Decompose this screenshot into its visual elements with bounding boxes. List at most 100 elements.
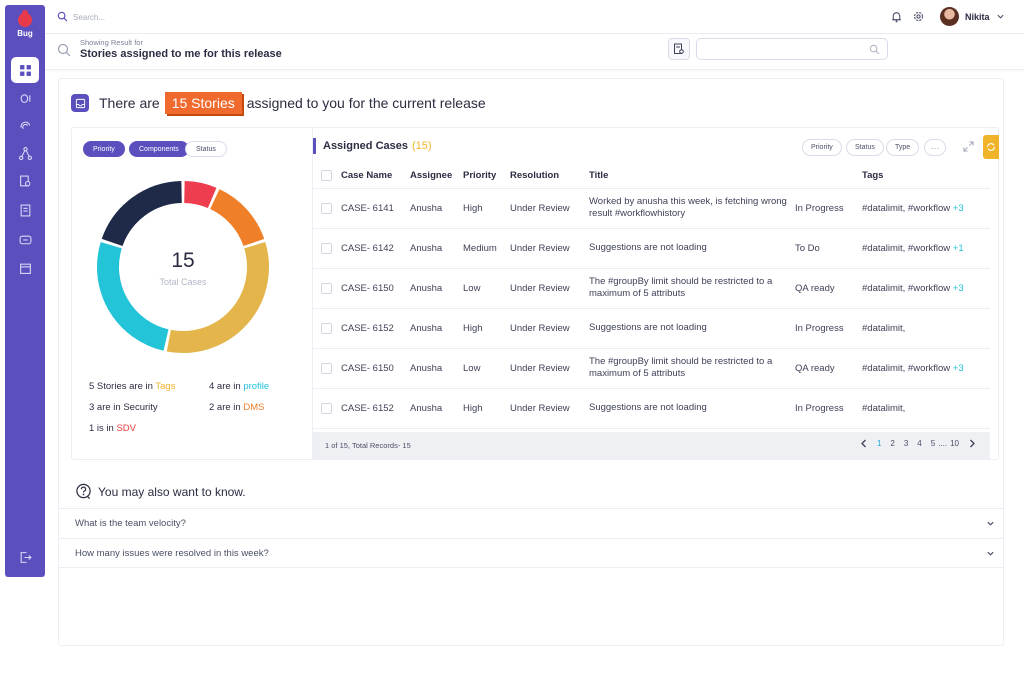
case-title[interactable]: Worked by anusha this week, is fetching … <box>589 188 795 229</box>
filter-chip-priority[interactable]: Priority <box>83 141 125 157</box>
filter-pill-priority[interactable]: Priority <box>802 139 842 156</box>
filter-chip-status[interactable]: Status <box>185 141 227 157</box>
tag-more-count[interactable]: +3 <box>952 282 964 294</box>
case-name[interactable]: CASE- 6150 <box>341 268 410 309</box>
col-title[interactable]: Title <box>589 164 795 189</box>
sidebar-item-notes[interactable] <box>11 197 39 223</box>
col-assignee[interactable]: Assignee <box>410 164 463 189</box>
cases-panel: Priority Components Status 15 Total Case… <box>71 127 999 460</box>
table-footer: 1 of 15, Total Records- 15 1 2 3 4 5.... 10 <box>313 432 990 459</box>
row-checkbox[interactable] <box>321 282 332 294</box>
donut-segment-profile[interactable] <box>97 242 169 351</box>
tag-more-count[interactable]: +3 <box>952 202 964 214</box>
col-resolution[interactable]: Resolution <box>510 164 589 189</box>
assigned-cases-panel: Assigned Cases (15) Priority Status Type… <box>313 128 1000 459</box>
tag-more-count[interactable]: +3 <box>952 362 964 374</box>
user-name[interactable]: Nikita <box>965 12 990 22</box>
filter-chip-components[interactable]: Components <box>129 141 189 157</box>
col-priority[interactable]: Priority <box>463 164 510 189</box>
sidebar: Bug <box>5 5 45 577</box>
expand-icon[interactable] <box>963 141 974 152</box>
faq-item[interactable]: How many issues were resolved in this we… <box>59 538 1003 568</box>
chevron-down-icon[interactable] <box>986 549 995 558</box>
app-logo[interactable]: Bug <box>5 10 45 38</box>
donut-segment-sdv[interactable] <box>183 181 217 209</box>
page-link[interactable]: 3 <box>903 439 909 448</box>
donut-segment-security[interactable] <box>101 181 183 247</box>
case-title[interactable]: The #groupBy limit should be restricted … <box>589 348 795 389</box>
case-name[interactable]: CASE- 6150 <box>341 348 410 389</box>
priority: High <box>463 188 510 229</box>
tag-list: #datalimit, <box>862 402 906 414</box>
filter-pill-type[interactable]: Type <box>886 139 920 156</box>
notification-bell-icon[interactable] <box>890 10 903 23</box>
priority: Low <box>463 268 510 309</box>
sidebar-item-logout[interactable] <box>11 544 39 570</box>
stat-profile: 4 are in profile <box>209 381 269 392</box>
stat-security: 3 are in Security <box>89 402 158 413</box>
case-title[interactable]: Suggestions are not loading <box>589 308 795 349</box>
user-avatar[interactable] <box>940 7 959 26</box>
col-case-name[interactable]: Case Name <box>341 164 410 189</box>
table-row[interactable]: CASE- 6150 Anusha Low Under Review The #grou… <box>313 268 990 309</box>
page-link[interactable]: 10 <box>950 439 959 448</box>
row-checkbox[interactable] <box>321 322 332 334</box>
case-name[interactable]: CASE- 6152 <box>341 308 410 349</box>
sidebar-item-chat[interactable] <box>11 227 39 253</box>
faq-item[interactable]: What is the team velocity? <box>59 508 1003 538</box>
document-button[interactable] <box>668 38 690 60</box>
chevron-left-icon[interactable] <box>860 439 868 448</box>
case-title[interactable]: The #groupBy limit should be restricted … <box>589 268 795 309</box>
chevron-down-icon[interactable] <box>996 12 1005 21</box>
sidebar-item-dashboard[interactable] <box>11 57 39 83</box>
table-row[interactable]: CASE- 6152 Anusha High Under Review Suggesti… <box>313 388 990 429</box>
global-search-input[interactable] <box>73 9 373 25</box>
refresh-button[interactable] <box>983 135 999 159</box>
headline-text-before: There are <box>99 95 160 111</box>
more-options-button[interactable]: ··· <box>924 139 946 156</box>
row-checkbox[interactable] <box>321 242 332 254</box>
app-name: Bug <box>17 29 33 38</box>
case-name[interactable]: CASE- 6141 <box>341 188 410 229</box>
result-title: Stories assigned to me for this release <box>80 48 282 60</box>
gear-icon[interactable] <box>912 10 925 23</box>
case-title[interactable]: Suggestions are not loading <box>589 228 795 269</box>
chevron-right-icon[interactable] <box>968 439 976 448</box>
case-name[interactable]: CASE- 6142 <box>341 228 410 269</box>
filter-pill-status[interactable]: Status <box>846 139 884 156</box>
donut-segment-dms[interactable] <box>209 189 265 247</box>
sidebar-item-search-docs[interactable] <box>11 168 39 194</box>
stat-prefix: 5 Stories are in <box>89 381 153 392</box>
donut-segment-tags[interactable] <box>166 242 269 353</box>
row-checkbox[interactable] <box>321 202 332 214</box>
tags: #datalimit, #workflow +3 <box>862 268 990 309</box>
sidebar-item-calendar[interactable] <box>11 255 39 281</box>
chevron-down-icon[interactable] <box>986 519 995 528</box>
search-icon <box>57 43 71 57</box>
page-link[interactable]: 2 <box>890 439 895 448</box>
row-checkbox[interactable] <box>321 362 332 374</box>
search-doc-icon <box>19 175 30 186</box>
table-row[interactable]: CASE- 6152 Anusha High Under Review Suggesti… <box>313 308 990 349</box>
sidebar-item-fingerprint[interactable] <box>11 112 39 138</box>
stat-label: Tags <box>155 381 176 392</box>
row-checkbox[interactable] <box>321 402 332 414</box>
col-tags[interactable]: Tags <box>862 164 990 189</box>
page-link[interactable]: .... <box>938 439 948 448</box>
select-all-checkbox[interactable] <box>321 170 332 182</box>
page-link[interactable]: 5 <box>930 439 936 448</box>
stat-prefix: 2 are in <box>209 402 241 413</box>
table-row[interactable]: CASE- 6142 Anusha Medium Under Review Sugges… <box>313 228 990 269</box>
sidebar-item-bugs[interactable] <box>11 84 39 110</box>
tag-more-count[interactable]: +1 <box>952 242 964 254</box>
page-link[interactable]: 4 <box>917 439 922 448</box>
table-row[interactable]: CASE- 6141 Anusha High Under Review Worked b… <box>313 188 990 229</box>
case-name[interactable]: CASE- 6152 <box>341 388 410 429</box>
case-title[interactable]: Suggestions are not loading <box>589 388 795 429</box>
sidebar-item-network[interactable] <box>11 140 39 166</box>
page-link[interactable]: 1 <box>876 439 882 448</box>
donut-chart <box>97 181 269 353</box>
stat-sdv: 1 is in SDV <box>89 423 136 434</box>
table-row[interactable]: CASE- 6150 Anusha Low Under Review The #grou… <box>313 348 990 389</box>
result-search-input[interactable] <box>696 38 888 60</box>
